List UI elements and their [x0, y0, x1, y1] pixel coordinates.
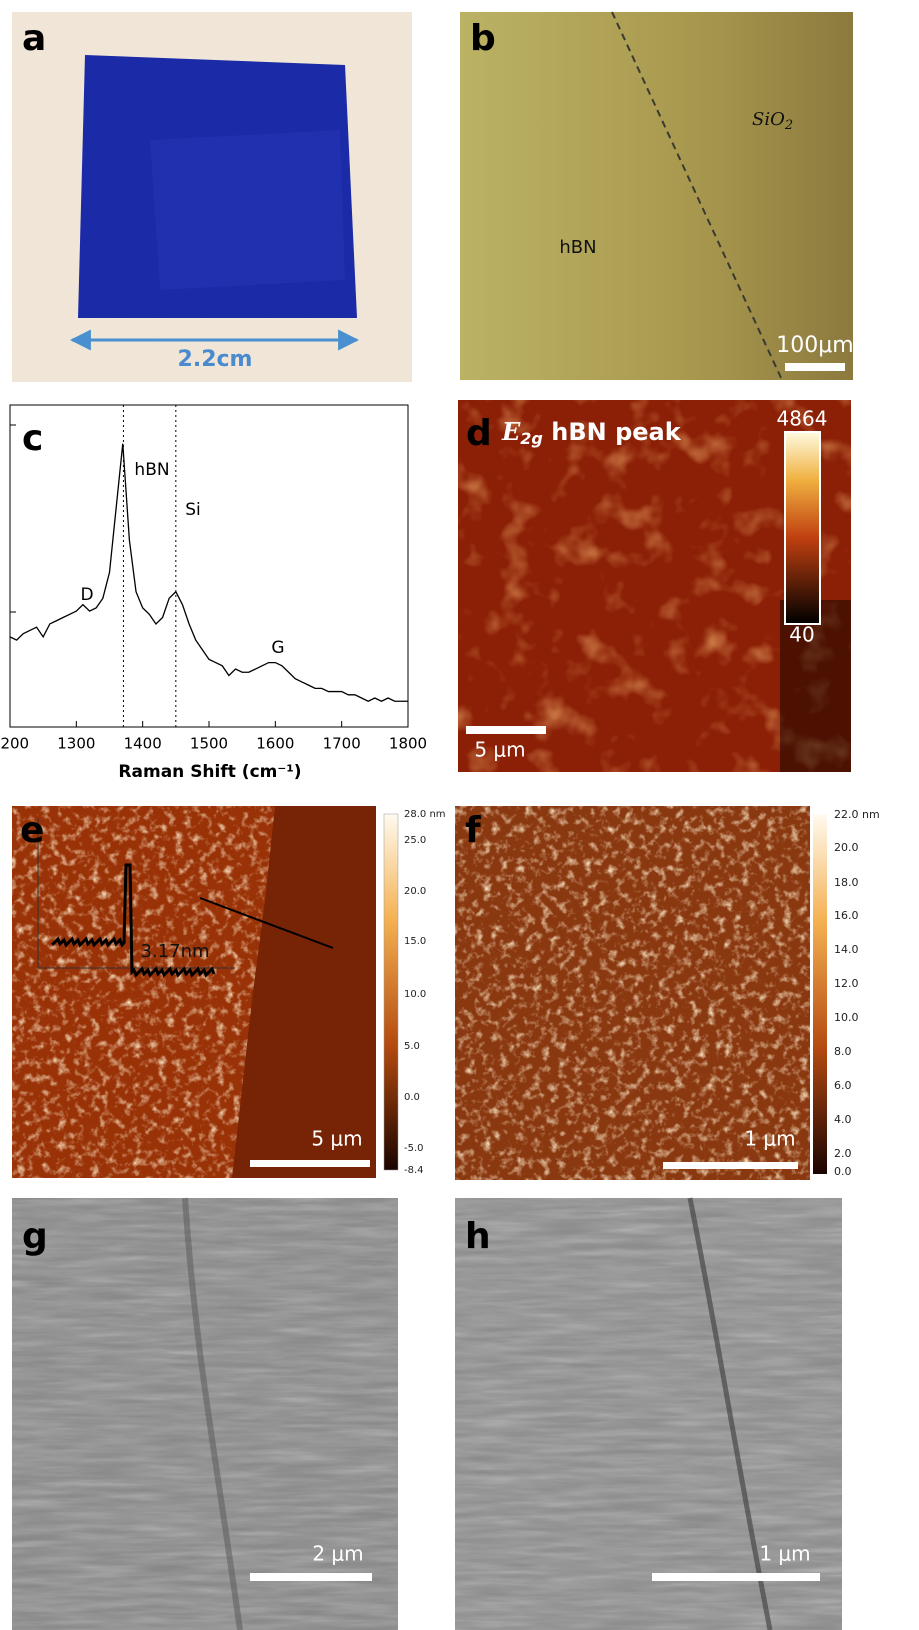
optical-image	[460, 12, 853, 380]
region-label: SiO2	[752, 109, 793, 133]
annotation: D	[80, 585, 93, 605]
raman-map-shade	[780, 600, 851, 772]
annotation: G	[271, 638, 284, 658]
label: 4.0	[834, 1113, 852, 1126]
label: 6.0	[834, 1079, 852, 1092]
label: 20.0	[404, 886, 426, 897]
label: 100μm	[776, 333, 853, 358]
sem-image-texture	[455, 1198, 842, 1630]
panel-letter: e	[20, 810, 44, 851]
x-tick-label: 1300	[57, 735, 95, 753]
annotation: Si	[185, 500, 201, 520]
panel-letter: d	[466, 413, 492, 454]
label: 4864	[777, 407, 828, 431]
x-tick-label: 1600	[256, 735, 294, 753]
label: -5.0	[404, 1143, 424, 1154]
x-tick-label: 1200	[0, 735, 29, 753]
label: 10.0	[834, 1011, 859, 1024]
label: 12.0	[834, 977, 859, 990]
region-subscript: 2	[784, 118, 793, 133]
label: 2.0	[834, 1147, 852, 1160]
panel-letter: h	[465, 1216, 491, 1257]
spectrum-line	[10, 443, 408, 702]
label: 3.17nm	[140, 941, 209, 962]
label: 5 μm	[311, 1127, 362, 1151]
label: 22.0 nm	[834, 808, 880, 821]
plot-frame	[9, 404, 409, 728]
afm-image-texture	[455, 806, 810, 1180]
label: 15.0	[404, 936, 426, 947]
title-text: hBN peak	[543, 418, 682, 446]
label: 14.0	[834, 943, 859, 956]
x-tick-label: 1500	[190, 735, 228, 753]
boundary	[611, 11, 783, 381]
label: 0.0	[834, 1165, 852, 1178]
label: 18.0	[834, 876, 859, 889]
label: hBN	[559, 237, 596, 258]
label: 20.0	[834, 841, 859, 854]
afm-region	[232, 806, 376, 1178]
sem-image-texture	[12, 1198, 398, 1630]
panel-letter: b	[470, 18, 496, 59]
panel-letter: c	[22, 418, 43, 459]
map-title: E2g hBN peak	[501, 417, 682, 448]
label: 1 μm	[744, 1127, 795, 1151]
profile-line	[199, 897, 334, 949]
label: 5 μm	[474, 738, 525, 762]
scale-bar	[785, 363, 845, 371]
label: -8.4	[404, 1165, 424, 1176]
region-text: SiO	[752, 109, 785, 130]
scale-bar	[663, 1162, 798, 1169]
label: 28.0 nm	[404, 809, 446, 820]
label: 25.0	[404, 835, 426, 846]
label: 40	[789, 623, 814, 647]
sem-boundary	[182, 1197, 243, 1630]
scale-bar	[466, 726, 546, 734]
x-tick-label: 1800	[389, 735, 427, 753]
x-tick-label: 1700	[323, 735, 361, 753]
title-symbol: E	[501, 417, 521, 446]
scale-bar	[250, 1160, 370, 1167]
scale-bar	[250, 1573, 372, 1581]
label: 2.2cm	[178, 347, 253, 372]
label: 8.0	[834, 1045, 852, 1058]
x-axis-label: Raman Shift (cm⁻¹)	[118, 762, 301, 782]
label: 16.0	[834, 909, 859, 922]
label: 5.0	[404, 1041, 420, 1052]
title-subscript: 2g	[520, 429, 543, 448]
sem-boundary	[687, 1197, 773, 1630]
wafer-sheen	[150, 130, 345, 290]
inset-profile	[50, 863, 216, 978]
panel-letter: f	[465, 810, 481, 851]
label: 10.0	[404, 989, 426, 1000]
colorbar	[383, 813, 399, 1171]
panel-letter: g	[22, 1216, 48, 1257]
label: 2 μm	[312, 1542, 363, 1566]
scale-bar	[652, 1573, 820, 1581]
label: 1 μm	[759, 1542, 810, 1566]
colorbar	[813, 814, 827, 1174]
colorbar	[784, 431, 821, 625]
x-tick-label: 1400	[124, 735, 162, 753]
label: 0.0	[404, 1092, 420, 1103]
panel-letter: a	[22, 18, 46, 59]
annotation: hBN	[134, 460, 169, 480]
